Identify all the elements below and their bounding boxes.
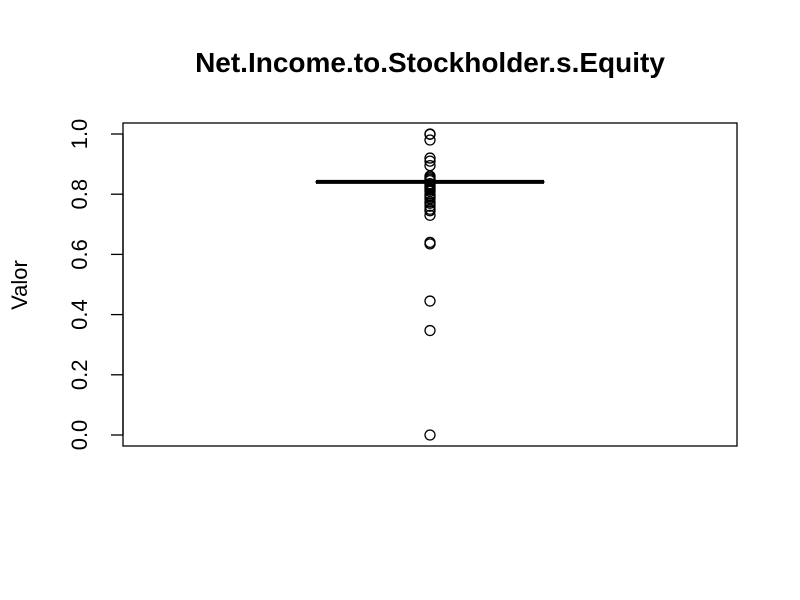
y-tick-label: 0.0 xyxy=(67,420,92,451)
outlier-point xyxy=(424,134,436,146)
outlier-point xyxy=(424,152,436,164)
outlier-point xyxy=(424,128,436,140)
y-tick-label: 0.8 xyxy=(67,179,92,210)
outliers xyxy=(424,128,436,441)
outlier-point xyxy=(424,295,436,307)
y-tick-label: 0.2 xyxy=(67,360,92,391)
outlier-point xyxy=(424,197,436,209)
y-tick-label: 1.0 xyxy=(67,119,92,150)
outlier-point xyxy=(424,205,436,217)
outlier-point xyxy=(424,200,436,212)
y-axis: 0.0 0.2 0.4 0.6 0.8 1.0 xyxy=(67,119,124,451)
y-tick-label: 0.6 xyxy=(67,239,92,270)
y-axis-label: Valor xyxy=(7,260,32,310)
outlier-point xyxy=(424,429,436,441)
outlier-point xyxy=(424,155,436,167)
y-tick-label: 0.4 xyxy=(67,299,92,330)
outlier-point xyxy=(424,209,436,221)
chart-title: Net.Income.to.Stockholder.s.Equity xyxy=(195,47,665,78)
outlier-point xyxy=(424,238,436,250)
outlier-point xyxy=(424,324,436,337)
